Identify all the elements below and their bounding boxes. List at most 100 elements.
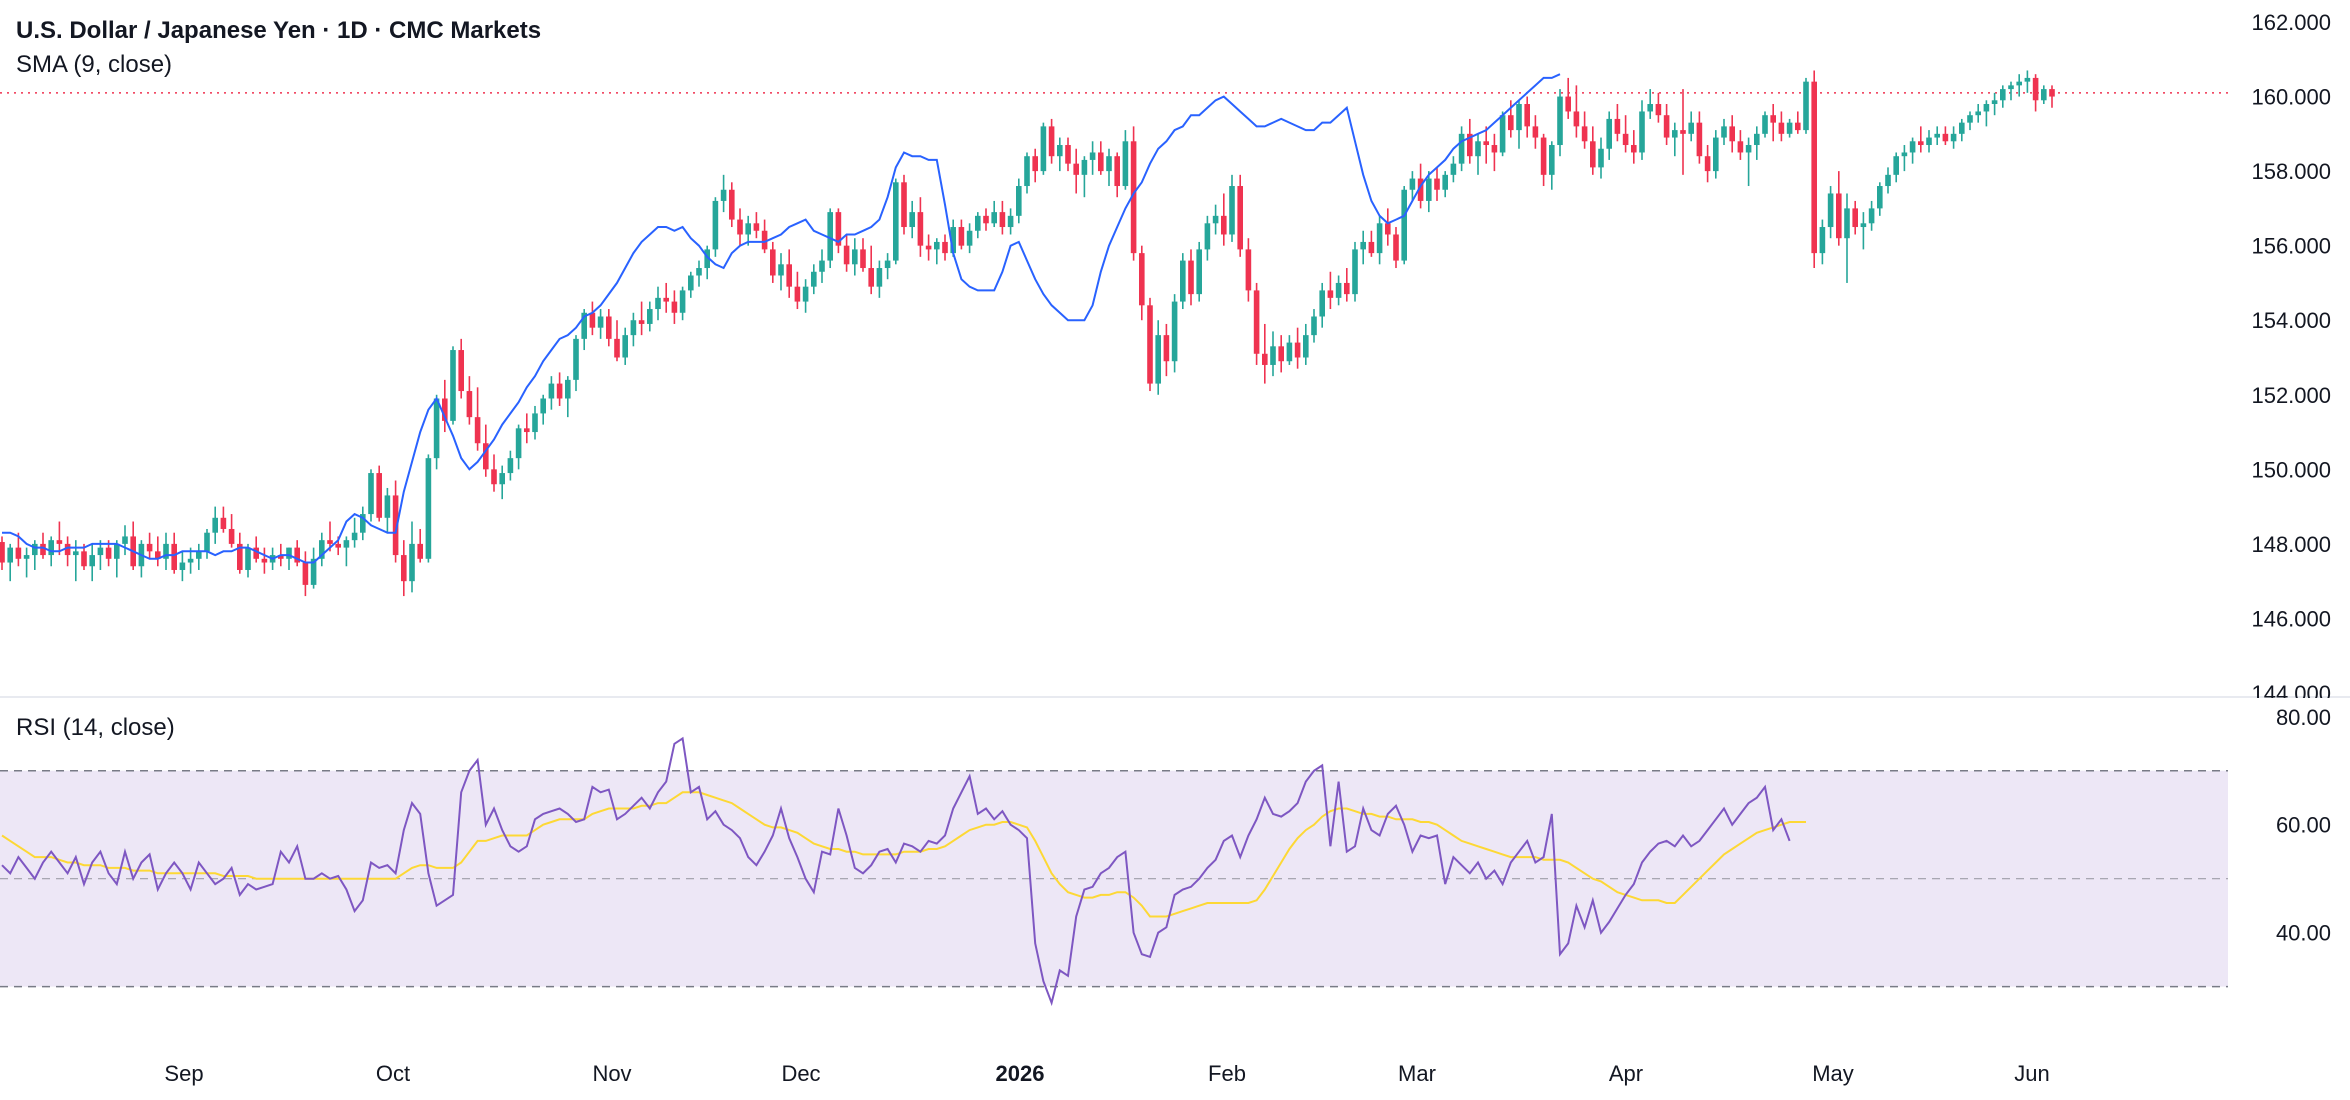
candle[interactable] xyxy=(15,532,22,567)
candle[interactable] xyxy=(860,238,866,272)
candle[interactable] xyxy=(1114,152,1120,198)
candle[interactable] xyxy=(155,536,161,567)
candle[interactable] xyxy=(1713,130,1719,179)
candle[interactable] xyxy=(934,238,940,265)
candle[interactable] xyxy=(1573,85,1580,138)
rsi-axis[interactable]: 80.00 60.00 40.00 xyxy=(2276,705,2331,946)
candle[interactable] xyxy=(1975,104,1981,123)
candle[interactable] xyxy=(286,547,292,570)
candle[interactable] xyxy=(1475,133,1481,175)
candle[interactable] xyxy=(1450,156,1457,183)
candle[interactable] xyxy=(1557,89,1563,157)
candle[interactable] xyxy=(1221,193,1227,246)
candle[interactable] xyxy=(376,465,382,522)
candle[interactable] xyxy=(942,234,948,261)
candle[interactable] xyxy=(1811,70,1817,269)
candle[interactable] xyxy=(811,264,817,295)
candle[interactable] xyxy=(310,547,317,589)
candle[interactable] xyxy=(1516,100,1522,149)
candle[interactable] xyxy=(196,543,202,570)
candle[interactable] xyxy=(7,543,13,582)
candle[interactable] xyxy=(294,540,300,567)
candle[interactable] xyxy=(761,219,768,254)
candle[interactable] xyxy=(1786,118,1793,138)
candle[interactable] xyxy=(630,312,637,347)
candle[interactable] xyxy=(1319,282,1325,328)
candle[interactable] xyxy=(1499,111,1506,157)
candle[interactable] xyxy=(876,260,883,298)
candle[interactable] xyxy=(401,540,407,597)
candle[interactable] xyxy=(0,536,5,570)
candle[interactable] xyxy=(1483,126,1489,164)
candle[interactable] xyxy=(1745,137,1752,187)
candle[interactable] xyxy=(442,379,448,433)
candle[interactable] xyxy=(696,260,702,287)
candle[interactable] xyxy=(597,309,604,339)
candle[interactable] xyxy=(1860,212,1867,250)
candle[interactable] xyxy=(1089,141,1096,175)
candle[interactable] xyxy=(237,532,243,574)
candle[interactable] xyxy=(1327,271,1334,310)
candle[interactable] xyxy=(1770,104,1776,142)
candle[interactable] xyxy=(2016,74,2022,97)
candle[interactable] xyxy=(130,521,136,570)
candle[interactable] xyxy=(1606,111,1612,160)
candle[interactable] xyxy=(729,182,735,228)
candle[interactable] xyxy=(319,532,325,567)
candle[interactable] xyxy=(1065,137,1071,172)
candle[interactable] xyxy=(843,234,850,272)
candle[interactable] xyxy=(1352,241,1358,302)
candle[interactable] xyxy=(1204,215,1211,261)
candle[interactable] xyxy=(368,469,374,522)
candle[interactable] xyxy=(64,536,71,567)
candle[interactable] xyxy=(1098,141,1104,175)
candle[interactable] xyxy=(1852,200,1858,235)
candle[interactable] xyxy=(1401,186,1407,265)
candle[interactable] xyxy=(1426,171,1432,213)
candle[interactable] xyxy=(819,249,825,283)
candle[interactable] xyxy=(1959,118,1965,142)
candle[interactable] xyxy=(712,197,719,257)
candle[interactable] xyxy=(917,197,924,257)
candle[interactable] xyxy=(720,174,727,213)
candle[interactable] xyxy=(540,394,546,425)
candle[interactable] xyxy=(753,212,760,239)
candle[interactable] xyxy=(589,301,596,336)
candle[interactable] xyxy=(1467,118,1473,164)
candles-group[interactable] xyxy=(0,70,2055,597)
candle[interactable] xyxy=(1278,335,1284,373)
candle[interactable] xyxy=(1106,148,1112,187)
candle[interactable] xyxy=(1901,145,1908,172)
candle[interactable] xyxy=(794,271,801,310)
candle[interactable] xyxy=(1032,148,1038,183)
candle[interactable] xyxy=(458,338,464,399)
candle[interactable] xyxy=(614,320,620,362)
candle[interactable] xyxy=(89,543,95,582)
candle[interactable] xyxy=(1081,156,1088,198)
candle[interactable] xyxy=(1704,145,1711,183)
candle[interactable] xyxy=(1844,193,1850,283)
candle[interactable] xyxy=(647,301,653,332)
candle[interactable] xyxy=(56,521,63,556)
candle[interactable] xyxy=(40,532,46,559)
candle[interactable] xyxy=(1294,327,1301,369)
candle[interactable] xyxy=(901,174,907,235)
candle[interactable] xyxy=(245,543,251,578)
candle[interactable] xyxy=(1532,115,1539,149)
candle[interactable] xyxy=(1803,77,1809,134)
candle[interactable] xyxy=(1737,130,1744,160)
candle[interactable] xyxy=(384,487,391,533)
candle[interactable] xyxy=(999,200,1006,235)
candle[interactable] xyxy=(417,528,423,563)
candle[interactable] xyxy=(606,309,612,347)
candle[interactable] xyxy=(1385,208,1391,246)
candle[interactable] xyxy=(97,540,104,570)
candle[interactable] xyxy=(114,540,120,578)
candle[interactable] xyxy=(770,241,776,283)
candle[interactable] xyxy=(975,212,981,239)
candle[interactable] xyxy=(302,551,309,597)
candle[interactable] xyxy=(1877,182,1883,216)
candle[interactable] xyxy=(1991,92,1998,116)
candle[interactable] xyxy=(253,536,259,563)
